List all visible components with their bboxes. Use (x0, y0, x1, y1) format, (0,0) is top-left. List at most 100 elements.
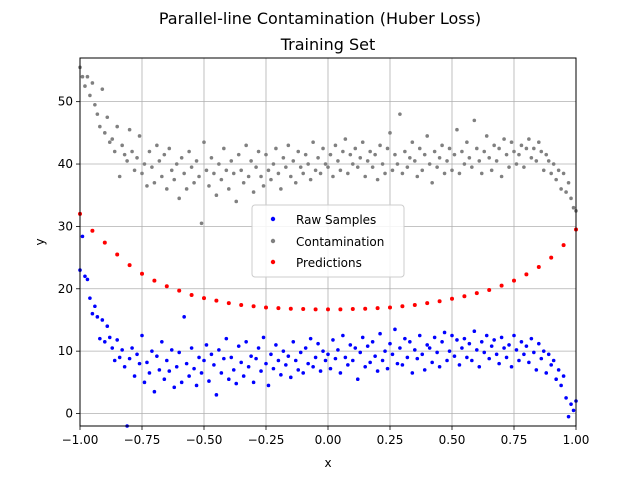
point-contamination (145, 184, 149, 188)
point-contamination (465, 140, 469, 145)
point-raw-samples (98, 336, 102, 341)
point-contamination (551, 162, 556, 166)
point-raw-samples (484, 333, 489, 338)
point-raw-samples (405, 355, 410, 360)
point-contamination (524, 146, 529, 151)
point-predictions (363, 306, 368, 311)
point-contamination (365, 159, 370, 163)
point-contamination (517, 152, 521, 157)
point-raw-samples (236, 344, 241, 348)
point-raw-samples (316, 341, 320, 346)
point-raw-samples (308, 336, 313, 341)
point-raw-samples (440, 339, 444, 344)
point-raw-samples (467, 341, 472, 346)
point-raw-samples (194, 383, 199, 388)
point-predictions (462, 294, 467, 299)
point-contamination (162, 152, 167, 157)
point-contamination (405, 165, 410, 169)
point-raw-samples (189, 346, 194, 350)
point-contamination (430, 180, 434, 185)
point-contamination (167, 146, 172, 151)
point-raw-samples (338, 371, 343, 375)
point-contamination (462, 162, 467, 166)
point-predictions (474, 291, 479, 296)
point-raw-samples (410, 371, 415, 375)
point-raw-samples (85, 277, 90, 282)
x-axis-label: x (324, 456, 331, 470)
point-contamination (204, 168, 209, 173)
point-raw-samples (296, 368, 301, 372)
point-contamination (532, 146, 536, 151)
point-contamination (435, 165, 439, 169)
point-raw-samples (313, 355, 318, 360)
point-contamination (341, 149, 345, 154)
y-tick-label: 10 (58, 344, 73, 358)
point-raw-samples (269, 352, 273, 357)
point-contamination (269, 177, 273, 182)
x-tick-label: −1.00 (62, 433, 99, 447)
point-contamination (348, 152, 353, 157)
point-raw-samples (413, 348, 417, 352)
point-raw-samples (465, 355, 469, 360)
point-contamination (172, 177, 177, 182)
point-predictions (140, 271, 144, 276)
point-contamination (296, 149, 301, 154)
point-raw-samples (289, 375, 293, 380)
x-tick-label: 0.50 (439, 433, 466, 447)
y-tick-label: 20 (58, 282, 73, 296)
point-contamination (308, 177, 313, 182)
point-raw-samples (507, 343, 511, 347)
point-predictions (561, 243, 566, 248)
point-contamination (522, 165, 526, 169)
point-predictions (388, 305, 392, 310)
point-raw-samples (117, 355, 122, 360)
point-raw-samples (556, 368, 561, 372)
point-contamination (445, 159, 449, 163)
point-raw-samples (477, 364, 482, 369)
point-contamination (217, 162, 221, 166)
series-predictions (78, 211, 578, 312)
point-contamination (117, 174, 122, 179)
point-contamination (234, 199, 239, 204)
point-raw-samples (365, 344, 370, 348)
point-raw-samples (487, 356, 492, 361)
point-raw-samples (455, 338, 459, 342)
point-raw-samples (564, 396, 568, 400)
point-raw-samples (281, 349, 286, 353)
legend-marker-raw-samples (270, 216, 276, 222)
point-contamination (326, 165, 330, 169)
point-raw-samples (150, 349, 154, 353)
point-raw-samples (172, 385, 177, 390)
point-contamination (192, 180, 196, 185)
point-raw-samples (425, 343, 430, 347)
point-raw-samples (140, 333, 144, 338)
point-contamination (313, 168, 318, 173)
point-contamination (358, 155, 363, 160)
point-raw-samples (393, 327, 397, 332)
y-tick-label: 0 (65, 407, 73, 421)
point-raw-samples (291, 339, 296, 344)
point-raw-samples (422, 368, 427, 372)
point-predictions (177, 288, 182, 293)
point-raw-samples (378, 331, 382, 336)
point-raw-samples (462, 336, 467, 341)
point-contamination (475, 146, 479, 151)
point-contamination (281, 155, 286, 160)
point-raw-samples (244, 339, 248, 344)
point-raw-samples (529, 336, 534, 341)
point-contamination (127, 127, 132, 132)
point-contamination (155, 143, 159, 148)
point-raw-samples (169, 348, 174, 352)
point-raw-samples (311, 364, 315, 369)
point-contamination (301, 171, 306, 176)
axis-ticks: −1.00 −0.75 −0.50 −0.25 0.00 0.25 0.50 0.75 1.00… (58, 95, 590, 447)
chart-title: Parallel-line Contamination (Huber Loss) (159, 9, 481, 28)
point-raw-samples (341, 333, 345, 338)
point-contamination (132, 168, 137, 173)
point-contamination (100, 87, 105, 91)
point-contamination (432, 149, 437, 154)
point-raw-samples (321, 349, 325, 353)
point-raw-samples (333, 356, 338, 361)
point-raw-samples (569, 402, 573, 406)
